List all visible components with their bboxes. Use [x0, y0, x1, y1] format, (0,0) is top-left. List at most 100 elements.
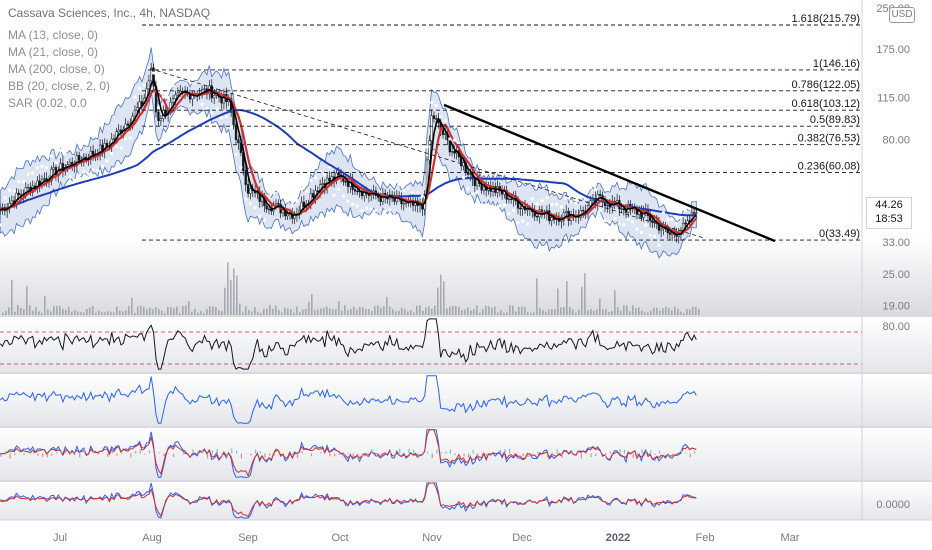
macd-histogram-bar [28, 450, 30, 454]
sar-dot [96, 169, 100, 173]
candle-body [444, 133, 447, 136]
candle-body [450, 151, 454, 153]
legend-sar[interactable]: SAR (0.02, 0.0 [8, 96, 87, 110]
macd-histogram-bar [685, 452, 687, 454]
sar-dot [7, 188, 12, 192]
macd-histogram-bar [334, 453, 336, 457]
candle-body [270, 209, 273, 212]
sar-dot [540, 199, 544, 203]
rsi-line [0, 318, 697, 370]
fib-label: 0.618(103.12) [792, 98, 861, 110]
volume-bar [140, 305, 142, 315]
macd-histogram-bar [689, 453, 691, 458]
volume-bar [32, 310, 34, 315]
sar-dot [166, 95, 170, 100]
volume-bar [407, 311, 409, 315]
macd-histogram-bar [55, 452, 58, 454]
volume-bar [365, 309, 367, 315]
sar-dot [31, 171, 35, 175]
volume-bar [434, 305, 436, 315]
macd-histogram-bar [623, 449, 626, 454]
volume-bar [257, 311, 259, 315]
sar-dot [545, 196, 549, 200]
legend-bb[interactable]: BB (20, close, 2, 0) [8, 79, 111, 93]
macd-histogram-bar [111, 450, 113, 454]
macd-histogram-bar [654, 453, 656, 455]
macd-histogram-bar [595, 453, 597, 457]
volume-bar [671, 310, 673, 315]
sar-dot [666, 217, 670, 222]
volume-bar [368, 309, 370, 315]
volume-bar [173, 308, 175, 315]
sar-dot [564, 196, 568, 200]
sar-dot [244, 197, 248, 201]
price-axis-label: 33.00 [882, 237, 910, 249]
volume-bar [287, 308, 289, 315]
volume-bar [485, 305, 487, 315]
macd-histogram-bar [650, 450, 652, 454]
candle-body [152, 67, 155, 87]
volume-bar [584, 273, 586, 315]
macd-histogram-bar [389, 451, 392, 454]
candle-body [112, 138, 116, 140]
sar-dot [411, 190, 415, 194]
sar-dot [68, 175, 72, 179]
candle-body [244, 170, 247, 185]
macd-histogram-bar [486, 453, 488, 457]
candle-body [660, 228, 663, 231]
candle-body [147, 80, 151, 90]
volume-bar [206, 309, 208, 315]
candle-body [249, 188, 252, 194]
volume-bar [89, 307, 91, 315]
candle-body [105, 142, 109, 147]
macd-histogram-bar [672, 453, 674, 457]
dashed-trendline [149, 68, 706, 239]
volume-bar [263, 308, 265, 315]
sar-dot [35, 166, 39, 170]
volume-bar [248, 309, 250, 315]
macd-histogram-bar [575, 452, 578, 454]
candle-body [462, 162, 465, 167]
sar-dot [337, 187, 341, 191]
macd-histogram-bar [9, 453, 11, 459]
sar-dot [648, 233, 652, 238]
volume-bar [560, 307, 562, 315]
legend-ma200[interactable]: MA (200, close, 0) [8, 62, 105, 76]
volume-bar [656, 307, 658, 315]
candle-body [469, 173, 472, 175]
sar-dot [559, 205, 563, 209]
macd-histogram-bar [522, 453, 524, 457]
volume-bar [233, 268, 235, 315]
volume-bar [551, 309, 553, 315]
sar-dot [171, 84, 175, 88]
sar-dot [507, 212, 511, 216]
volume-bar [305, 308, 307, 315]
main-pane [0, 0, 932, 315]
legend-ma13[interactable]: MA (13, close, 0) [8, 28, 99, 42]
macd-histogram-bar [490, 453, 492, 456]
candle-body [246, 184, 250, 194]
sar-dot [110, 152, 114, 156]
sar-dot [63, 152, 67, 156]
sar-dot [493, 205, 497, 209]
candle-body [430, 115, 433, 141]
volume-bar [593, 310, 595, 315]
volume-bar [608, 312, 610, 315]
sar-dot [234, 152, 238, 157]
volume-bar [362, 307, 364, 315]
fibonacci-levels: 1.618(215.79) 1(146.16) 0.786(122.05) 0.618… [142, 13, 862, 241]
volume-bar [617, 307, 619, 315]
volume-bar [377, 305, 379, 315]
sar-dot [313, 176, 318, 180]
legend-ma21[interactable]: MA (21, close, 0) [8, 45, 99, 59]
macd-histogram-bar [206, 453, 209, 459]
sar-dot [262, 218, 266, 223]
sar-dot [661, 211, 665, 215]
candle-body [17, 192, 20, 195]
candle-body [582, 210, 585, 212]
sar-dot [114, 144, 118, 148]
candle-body [68, 162, 72, 166]
currency-badge[interactable]: USD [889, 7, 915, 23]
time-axis: Jul Aug Sep Oct Nov Dec 2022 Feb Mar [53, 532, 800, 544]
